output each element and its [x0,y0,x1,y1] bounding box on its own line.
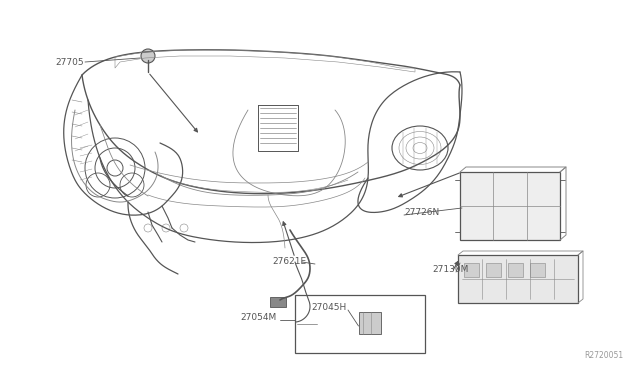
Text: 27726N: 27726N [404,208,439,217]
Text: 27045H: 27045H [311,302,346,311]
Text: 27054M: 27054M [240,314,276,323]
Bar [270,297,286,307]
Bar [464,263,479,277]
Bar [530,263,545,277]
Bar [486,263,501,277]
Bar [508,263,523,277]
Text: 27705: 27705 [55,58,84,67]
Text: 27130M: 27130M [432,266,468,275]
Bar [358,312,381,334]
Text: R2720051: R2720051 [584,350,623,359]
Text: 27621E: 27621E [272,257,306,266]
Bar [458,255,578,303]
Circle shape [141,49,155,63]
Bar [295,295,425,353]
Bar [460,172,560,240]
